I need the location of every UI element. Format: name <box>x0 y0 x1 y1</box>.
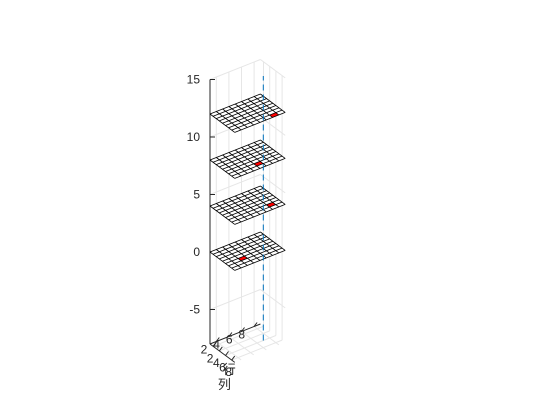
plane-gridline <box>228 152 254 172</box>
highlight-cell <box>253 161 264 167</box>
side-wall-gridline <box>209 174 261 195</box>
x-axis-label: 列 <box>218 378 231 393</box>
floor-gridline <box>219 330 270 352</box>
plane-gridline <box>247 98 273 118</box>
grid-planes <box>209 93 286 271</box>
plane-gridline <box>209 159 236 179</box>
y-tick-mark <box>241 327 245 332</box>
z-tick-label: 0 <box>193 245 200 259</box>
plane-gridline <box>216 157 242 177</box>
plane-gridline <box>234 103 261 123</box>
floor-gridline <box>231 339 283 361</box>
highlight-cell <box>266 202 276 208</box>
x-tick-mark <box>225 351 229 356</box>
plane-gridline <box>209 205 236 225</box>
floor-gridline <box>212 325 264 347</box>
z-tick-labels: -5 0 5 10 15 <box>187 73 201 317</box>
z-tick-label: -5 <box>189 303 200 317</box>
plane-gridline <box>247 144 273 164</box>
plane-gridline <box>209 251 236 271</box>
x-tick-label: 2 <box>207 351 214 365</box>
x-tick-label: 4 <box>213 356 220 370</box>
y-tick-mark <box>253 322 258 327</box>
y-tick-label: 6 <box>226 333 233 347</box>
highlight-cell <box>269 112 279 118</box>
plane-gridline <box>260 139 286 159</box>
plane-gridline <box>260 93 286 113</box>
plane-gridline <box>234 195 261 215</box>
y-axis-line <box>209 323 261 345</box>
plane-gridline <box>247 190 273 210</box>
x-axis-line <box>209 343 236 363</box>
plane-gridline <box>241 239 267 259</box>
x-tick-mark <box>231 355 236 361</box>
plane-gridline <box>222 200 248 220</box>
plane-gridline <box>222 154 248 174</box>
x-tick-label: 6 <box>219 361 226 375</box>
grid-plane <box>209 185 286 225</box>
y-tick-mark <box>228 332 233 337</box>
plane-gridline <box>247 236 273 256</box>
axes-lines <box>209 79 261 363</box>
z-tick-label: 5 <box>193 188 200 202</box>
back-wall-gridline <box>260 59 286 79</box>
y-axis-label: 行 <box>223 363 236 378</box>
floor-gridline <box>241 331 267 351</box>
plane-gridline <box>241 147 267 167</box>
floor-gridline <box>216 341 242 361</box>
plane-gridline <box>260 185 286 205</box>
grid-plane <box>209 231 286 271</box>
plane-gridline <box>228 244 254 264</box>
grid-plane <box>209 139 286 179</box>
plane-gridline <box>216 249 242 269</box>
plane-gridline <box>222 108 248 128</box>
plane-gridline <box>216 203 242 223</box>
x-tick-label: 8 <box>225 365 232 379</box>
floor-gridline <box>225 335 277 356</box>
plane-gridline <box>216 111 242 131</box>
plane-gridline <box>209 113 236 133</box>
side-wall-gridline <box>209 289 261 310</box>
plane-gridline <box>253 96 280 116</box>
floor-gridline <box>228 336 254 356</box>
x-tick-mark <box>218 346 223 352</box>
x-tick-mark <box>212 341 217 347</box>
y-tick-label: 4 <box>213 338 220 352</box>
y-tick-label: 2 <box>201 343 208 357</box>
back-wall-gridline <box>260 174 286 194</box>
z-tick-label: 15 <box>187 73 201 87</box>
plane-gridline <box>253 188 280 208</box>
plane-gridline <box>222 246 248 266</box>
y-tick-mark <box>215 337 220 342</box>
z-tick-label: 10 <box>187 130 201 144</box>
highlight-cell <box>238 256 248 261</box>
plane-gridline <box>253 234 280 254</box>
plane-gridline <box>241 101 267 121</box>
side-wall-gridline <box>209 59 261 80</box>
plane-gridline <box>241 193 267 213</box>
plane-gridline <box>234 241 261 261</box>
plane-gridline <box>234 149 261 169</box>
back-wall-gridline <box>260 289 286 309</box>
plane-gridline <box>228 106 254 126</box>
plane-gridline <box>228 198 254 218</box>
plane-gridline <box>253 142 280 162</box>
plane-gridline <box>260 231 286 251</box>
y-tick-label: 8 <box>238 328 245 342</box>
floor-gridline <box>253 326 280 346</box>
grid-plane <box>209 93 286 133</box>
